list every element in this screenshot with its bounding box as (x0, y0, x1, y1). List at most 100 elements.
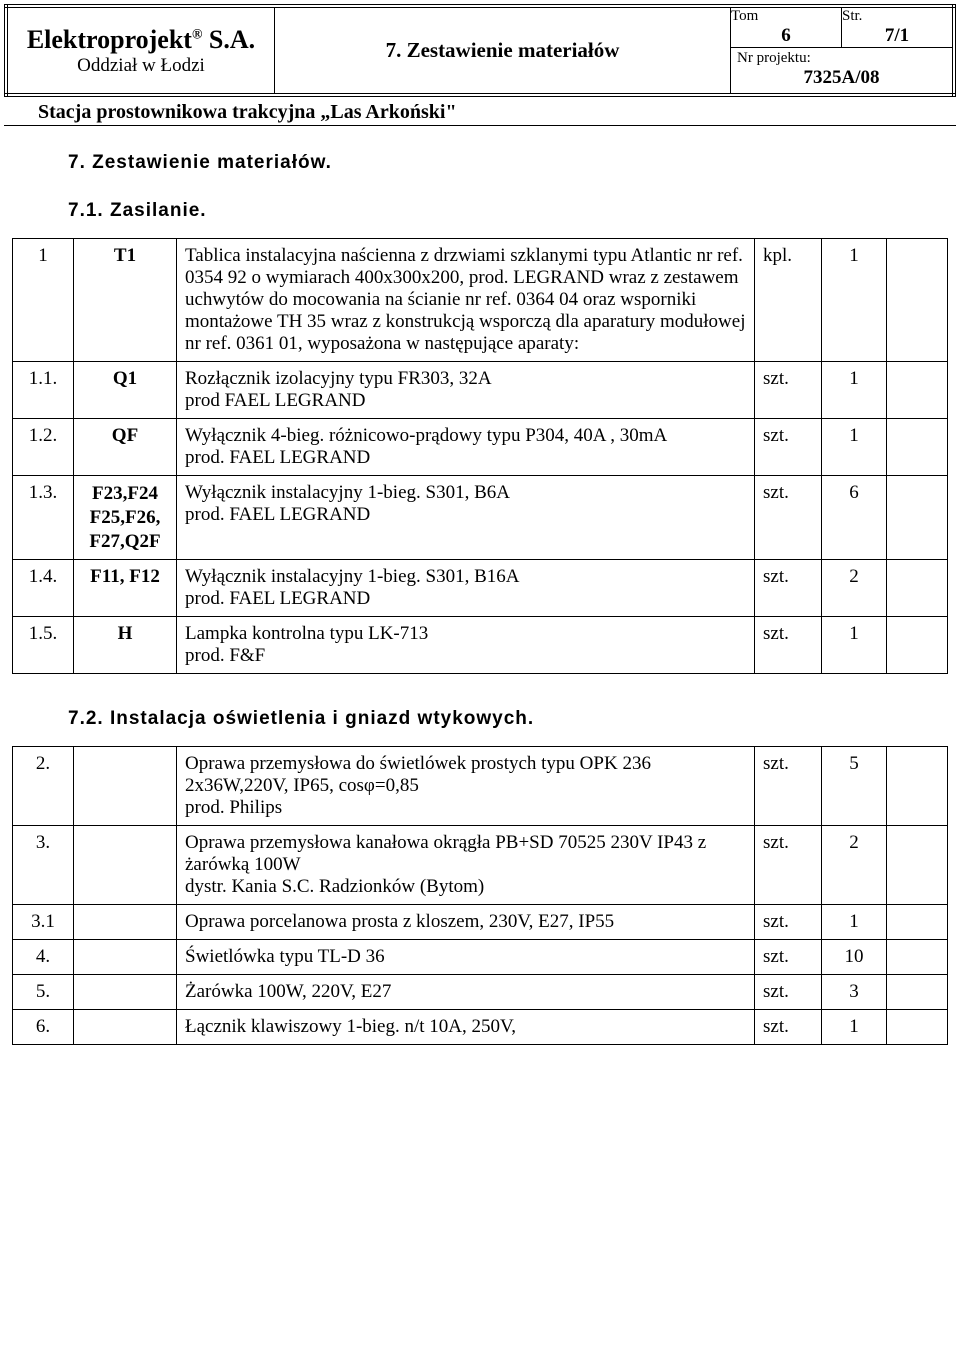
row-number: 4. (13, 940, 74, 975)
row-unit: szt. (755, 826, 822, 905)
row-number: 2. (13, 747, 74, 826)
row-note (887, 975, 948, 1010)
row-quantity: 1 (822, 617, 887, 674)
row-symbol: F23,F24F25,F26,F27,Q2F (74, 476, 177, 560)
row-note (887, 476, 948, 560)
row-description: Oprawa porcelanowa prosta z kloszem, 230… (177, 905, 755, 940)
reg-mark: ® (192, 27, 202, 42)
row-symbol: F11, F12 (74, 560, 177, 617)
project-label: Nr projektu: (731, 48, 952, 67)
row-number: 1.2. (13, 419, 74, 476)
row-symbol: T1 (74, 239, 177, 362)
page: Elektroprojekt® S.A. Oddział w Łodzi 7. … (0, 0, 960, 1049)
row-note (887, 362, 948, 419)
table-row: 1T1Tablica instalacyjna naścienna z drzw… (13, 239, 948, 362)
company-branch: Oddział w Łodzi (16, 55, 266, 85)
row-description: Rozłącznik izolacyjny typu FR303, 32Apro… (177, 362, 755, 419)
table-row: 1.1.Q1Rozłącznik izolacyjny typu FR303, … (13, 362, 948, 419)
row-quantity: 1 (822, 239, 887, 362)
company-text: Elektroprojekt (27, 25, 192, 54)
row-symbol (74, 975, 177, 1010)
table-row: 1.4.F11, F12Wyłącznik instalacyjny 1-bie… (13, 560, 948, 617)
company-suffix: S.A. (209, 25, 255, 54)
row-note (887, 560, 948, 617)
header-box: Elektroprojekt® S.A. Oddział w Łodzi 7. … (4, 4, 956, 97)
row-unit: szt. (755, 617, 822, 674)
row-quantity: 3 (822, 975, 887, 1010)
row-note (887, 747, 948, 826)
table-row: 4. Świetlówka typu TL-D 36szt.10 (13, 940, 948, 975)
table-row: 1.5.HLampka kontrolna typu LK-713prod. F… (13, 617, 948, 674)
row-unit: szt. (755, 747, 822, 826)
tom-label: Tom (731, 8, 841, 25)
row-symbol: H (74, 617, 177, 674)
row-unit: szt. (755, 560, 822, 617)
materials-table-2: 2. Oprawa przemysłowa do świetlówek prost… (12, 746, 948, 1045)
row-quantity: 1 (822, 905, 887, 940)
row-note (887, 419, 948, 476)
row-unit: szt. (755, 940, 822, 975)
row-quantity: 5 (822, 747, 887, 826)
row-number: 1.5. (13, 617, 74, 674)
row-symbol (74, 747, 177, 826)
row-note (887, 905, 948, 940)
str-value: 7/1 (842, 25, 952, 47)
row-quantity: 2 (822, 560, 887, 617)
row-description: Wyłącznik instalacyjny 1-bieg. S301, B6A… (177, 476, 755, 560)
table-row: 2. Oprawa przemysłowa do świetlówek prost… (13, 747, 948, 826)
row-description: Świetlówka typu TL-D 36 (177, 940, 755, 975)
row-description: Tablica instalacyjna naścienna z drzwiam… (177, 239, 755, 362)
row-quantity: 1 (822, 362, 887, 419)
section-7-1-heading: 7.1. Zasilanie. (68, 200, 956, 222)
row-quantity: 1 (822, 1010, 887, 1045)
row-symbol (74, 940, 177, 975)
row-unit: szt. (755, 476, 822, 560)
row-unit: szt. (755, 1010, 822, 1045)
tom-value: 6 (731, 25, 841, 47)
row-number: 3. (13, 826, 74, 905)
row-symbol (74, 1010, 177, 1045)
row-description: Oprawa przemysłowa do świetlówek prostyc… (177, 747, 755, 826)
row-number: 1.4. (13, 560, 74, 617)
row-description: Łącznik klawiszowy 1-bieg. n/t 10A, 250V… (177, 1010, 755, 1045)
row-description: Żarówka 100W, 220V, E27 (177, 975, 755, 1010)
row-description: Lampka kontrolna typu LK-713prod. F&F (177, 617, 755, 674)
row-quantity: 6 (822, 476, 887, 560)
table-row: 5. Żarówka 100W, 220V, E27szt.3 (13, 975, 948, 1010)
table-row: 3.1 Oprawa porcelanowa prosta z kloszem, … (13, 905, 948, 940)
str-label: Str. (842, 8, 952, 25)
row-note (887, 826, 948, 905)
station-subtitle: Stacja prostownikowa trakcyjna „Las Arko… (4, 97, 956, 126)
doc-title: 7. Zestawienie materiałów (275, 6, 731, 95)
row-description: Wyłącznik 4-bieg. różnicowo-prądowy typu… (177, 419, 755, 476)
row-note (887, 1010, 948, 1045)
row-unit: szt. (755, 975, 822, 1010)
materials-table-1-body: 1T1Tablica instalacyjna naścienna z drzw… (13, 239, 948, 674)
materials-table-1: 1T1Tablica instalacyjna naścienna z drzw… (12, 238, 948, 674)
row-description: Wyłącznik instalacyjny 1-bieg. S301, B16… (177, 560, 755, 617)
row-symbol (74, 826, 177, 905)
section-7-2-heading: 7.2. Instalacja oświetlenia i gniazd wty… (68, 708, 956, 730)
row-number: 6. (13, 1010, 74, 1045)
table-row: 6. Łącznik klawiszowy 1-bieg. n/t 10A, 25… (13, 1010, 948, 1045)
row-note (887, 940, 948, 975)
row-quantity: 2 (822, 826, 887, 905)
section-7-heading: 7. Zestawienie materiałów. (68, 152, 956, 174)
table-row: 1.2.QFWyłącznik 4-bieg. różnicowo-prądow… (13, 419, 948, 476)
row-symbol (74, 905, 177, 940)
row-number: 5. (13, 975, 74, 1010)
row-quantity: 1 (822, 419, 887, 476)
row-number: 1.3. (13, 476, 74, 560)
row-number: 3.1 (13, 905, 74, 940)
row-unit: szt. (755, 905, 822, 940)
row-unit: kpl. (755, 239, 822, 362)
row-unit: szt. (755, 419, 822, 476)
row-number: 1.1. (13, 362, 74, 419)
row-symbol: QF (74, 419, 177, 476)
company-name: Elektroprojekt® S.A. (16, 17, 266, 55)
row-note (887, 617, 948, 674)
row-number: 1 (13, 239, 74, 362)
row-description: Oprawa przemysłowa kanałowa okrągła PB+S… (177, 826, 755, 905)
row-quantity: 10 (822, 940, 887, 975)
table-row: 1.3.F23,F24F25,F26,F27,Q2FWyłącznik inst… (13, 476, 948, 560)
